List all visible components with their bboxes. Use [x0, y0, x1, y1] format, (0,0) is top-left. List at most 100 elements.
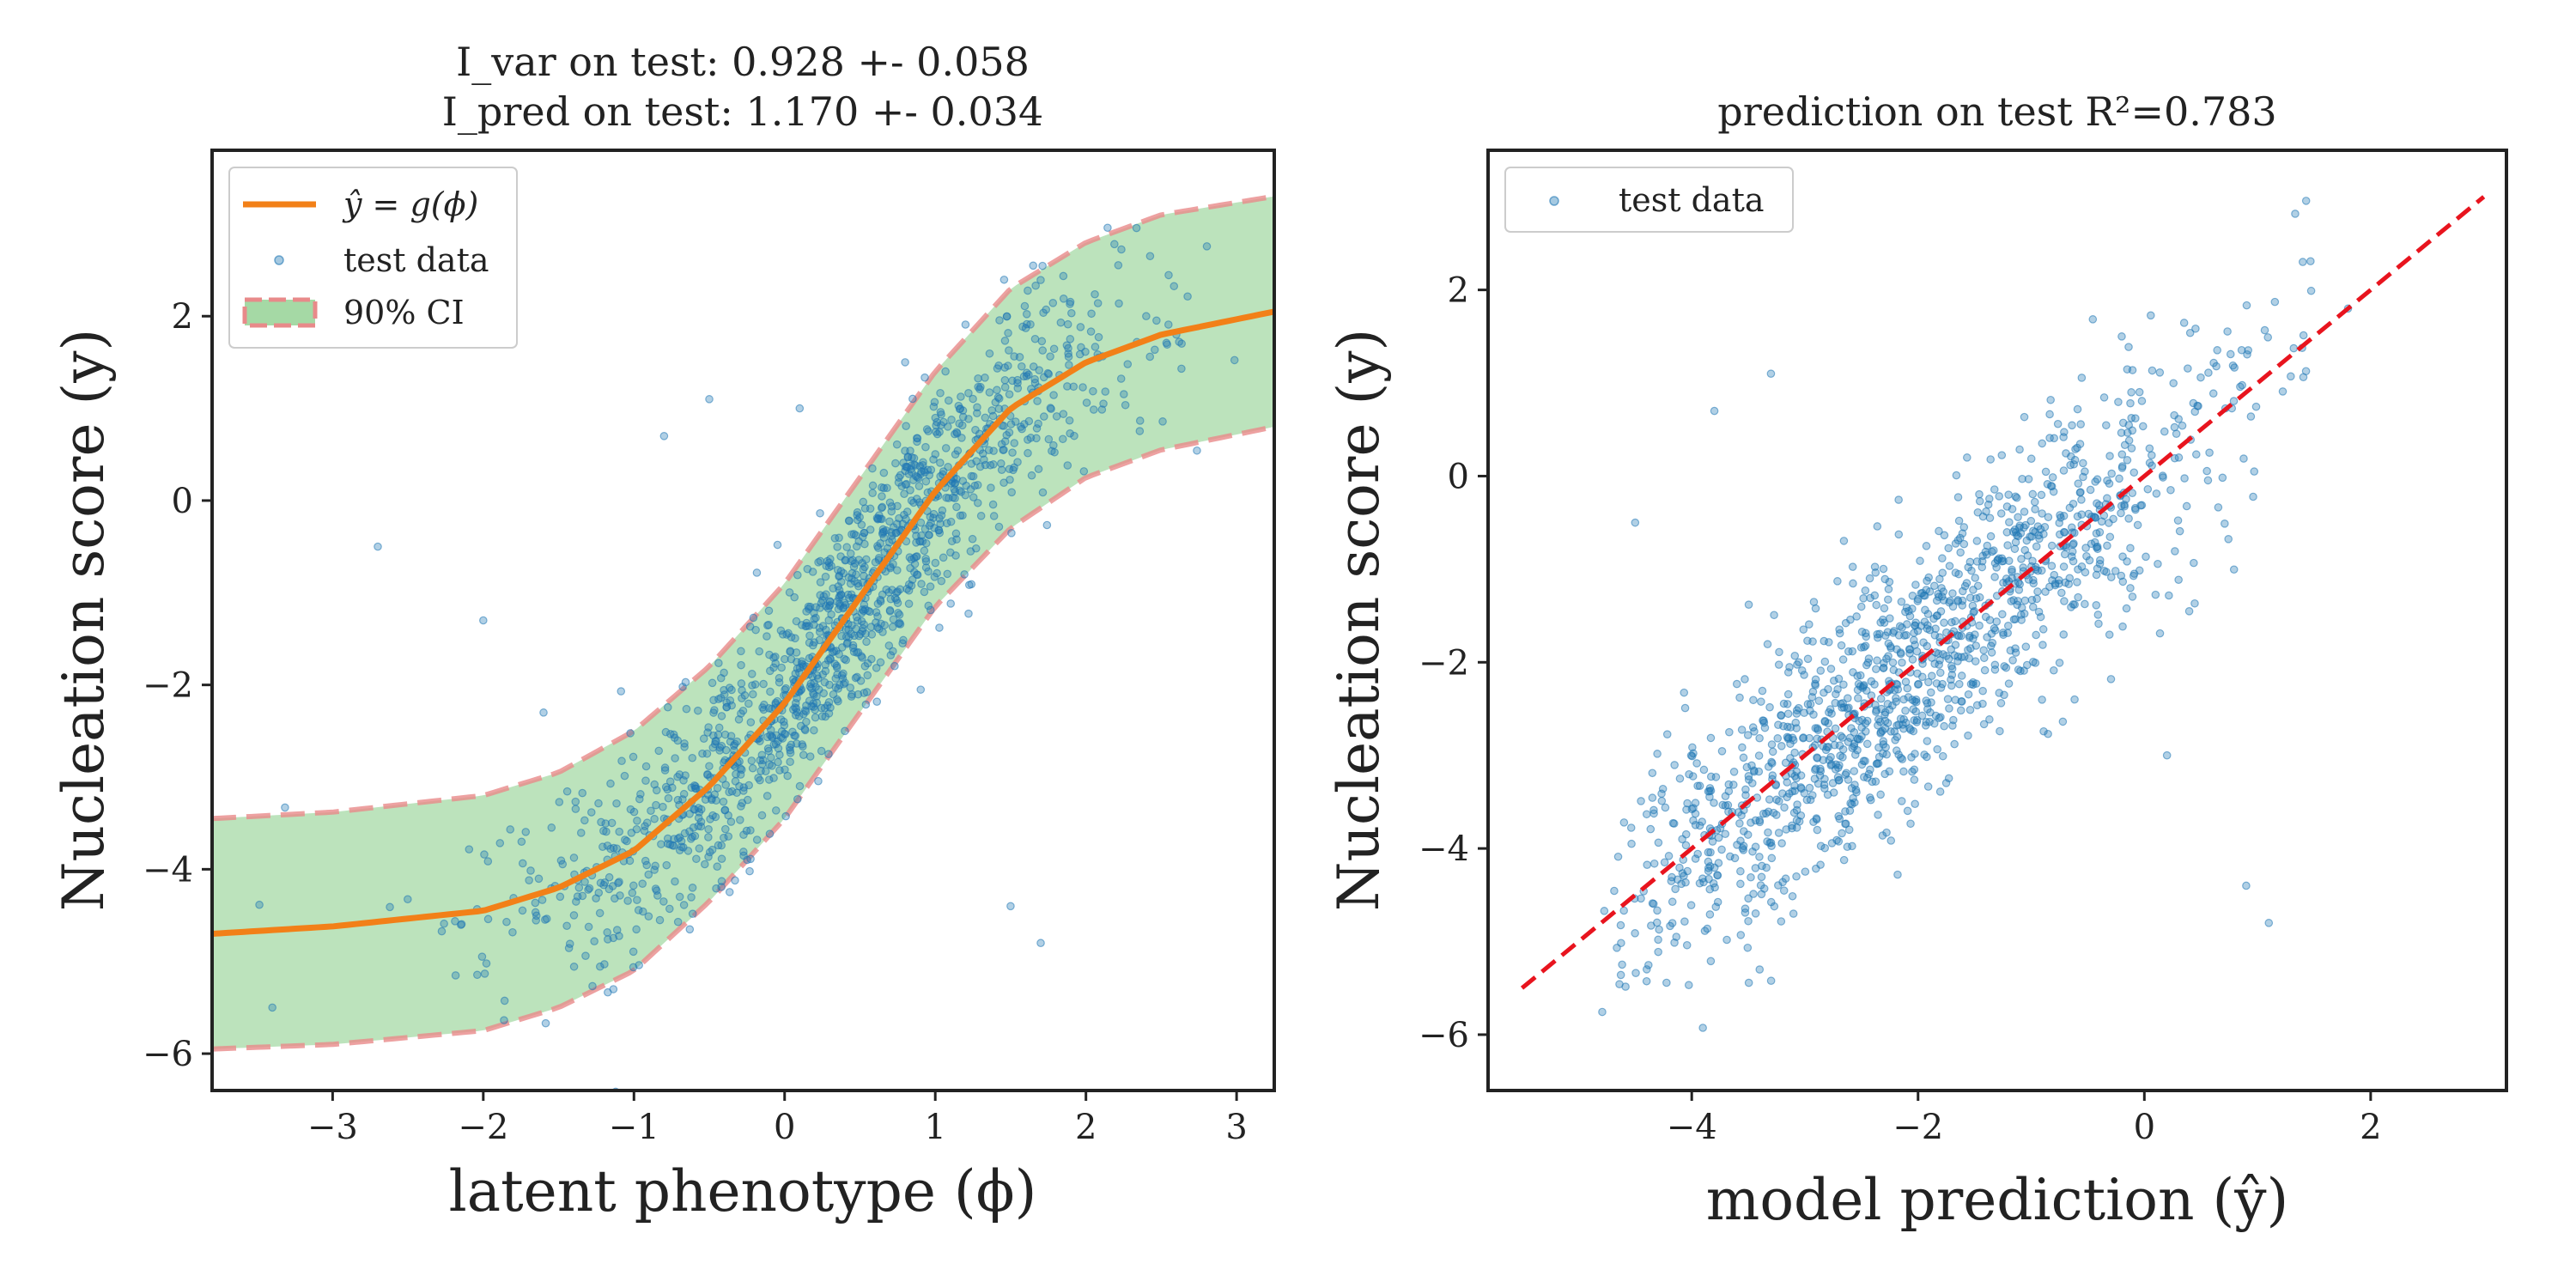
- right-data-point: [1953, 493, 1963, 501]
- right-data-point: [1959, 653, 1969, 661]
- left-data-point: [769, 740, 779, 749]
- left-data-point: [565, 939, 574, 948]
- left-data-point: [792, 648, 801, 657]
- right-data-point: [1705, 910, 1715, 919]
- right-data-point: [1973, 507, 1983, 517]
- right-data-point: [1898, 623, 1906, 632]
- left-data-point: [920, 373, 929, 382]
- right-data-point: [1888, 658, 1898, 667]
- right-data-point: [1751, 909, 1760, 918]
- right-data-point: [1779, 886, 1789, 895]
- right-data-point: [2202, 466, 2211, 476]
- right-data-point: [1755, 965, 1765, 974]
- right-data-point: [1880, 574, 1890, 584]
- left-data-point: [874, 514, 883, 523]
- right-data-point: [2242, 881, 2251, 890]
- left-data-point: [1030, 374, 1039, 384]
- right-data-point: [1792, 724, 1801, 732]
- left-data-point: [745, 622, 755, 631]
- left-data-point: [847, 692, 856, 701]
- left-data-point: [653, 891, 662, 900]
- right-data-point: [1700, 927, 1710, 935]
- right-data-point: [1862, 739, 1872, 749]
- right-data-point: [1990, 485, 1999, 494]
- right-data-point: [1971, 574, 1980, 582]
- right-data-point: [2002, 528, 2012, 537]
- left-data-point: [1020, 301, 1030, 311]
- left-data-point: [731, 876, 739, 885]
- left-data-point: [756, 767, 765, 775]
- right-data-point: [1951, 617, 1959, 626]
- left-data-point: [724, 832, 733, 841]
- left-data-point: [749, 690, 757, 699]
- right-data-point: [1736, 879, 1745, 889]
- right-data-point: [1735, 819, 1744, 828]
- left-data-point: [964, 388, 973, 398]
- right-data-point: [1670, 761, 1679, 769]
- left-data-point: [1034, 465, 1043, 474]
- left-data-point: [651, 861, 659, 871]
- left-data-point: [849, 562, 859, 571]
- left-y-tick-label: −2: [143, 666, 193, 706]
- left-data-point: [910, 560, 920, 568]
- left-data-point: [1044, 434, 1054, 444]
- right-data-point: [2045, 410, 2054, 419]
- left-data-point: [851, 531, 860, 540]
- right-data-point: [1814, 779, 1823, 788]
- right-data-point: [1713, 871, 1722, 879]
- left-data-point: [746, 718, 756, 726]
- left-data-point: [698, 749, 707, 758]
- right-data-point: [2306, 257, 2315, 266]
- right-data-point: [2010, 544, 2020, 554]
- right-data-point: [1662, 730, 1672, 738]
- right-data-point: [1951, 641, 1960, 649]
- left-data-point: [688, 909, 697, 918]
- left-data-point: [757, 811, 767, 820]
- left-data-point: [883, 544, 892, 553]
- right-data-point: [1774, 720, 1783, 730]
- right-data-point: [2174, 575, 2183, 585]
- right-data-point: [1839, 537, 1849, 545]
- right-data-point: [1653, 906, 1662, 915]
- right-data-point: [1935, 633, 1944, 642]
- right-data-point: [2030, 497, 2039, 507]
- right-data-point: [1765, 795, 1774, 804]
- right-data-point: [1827, 709, 1836, 718]
- right-data-point: [2306, 286, 2316, 295]
- right-data-point: [2291, 210, 2300, 218]
- right-data-point: [1695, 878, 1704, 888]
- left-data-point: [1177, 364, 1186, 374]
- right-data-point: [1813, 724, 1822, 733]
- left-chart: I_var on test: 0.928 +- 0.058 I_pred on …: [51, 39, 1276, 1224]
- left-data-point: [440, 919, 448, 928]
- left-data-point: [1029, 362, 1038, 371]
- right-data-point: [2036, 612, 2045, 622]
- left-data-point: [785, 588, 794, 597]
- left-data-point: [795, 404, 805, 413]
- right-data-point: [2171, 547, 2179, 556]
- right-data-point: [1626, 823, 1636, 832]
- left-data-point: [784, 629, 793, 638]
- right-data-point: [1664, 852, 1674, 860]
- left-data-point: [574, 884, 584, 892]
- right-data-point: [1797, 666, 1807, 675]
- right-data-point: [2196, 373, 2205, 382]
- left-data-point: [737, 679, 746, 688]
- right-data-point: [1857, 715, 1867, 725]
- left-data-point: [914, 474, 923, 483]
- right-data-point: [1923, 621, 1932, 629]
- right-data-point: [1938, 751, 1947, 761]
- left-data-point: [961, 320, 970, 329]
- left-data-point: [939, 553, 948, 562]
- right-data-point: [2214, 503, 2223, 512]
- right-data-point: [1704, 866, 1713, 876]
- left-data-point: [786, 757, 794, 767]
- right-data-point: [2158, 471, 2167, 480]
- left-data-point: [1011, 417, 1020, 426]
- left-data-point: [701, 860, 709, 869]
- left-data-point: [482, 959, 491, 968]
- left-data-point: [805, 638, 814, 647]
- right-data-point: [1964, 690, 1973, 699]
- left-data-point: [1033, 397, 1042, 405]
- left-data-point: [759, 679, 768, 689]
